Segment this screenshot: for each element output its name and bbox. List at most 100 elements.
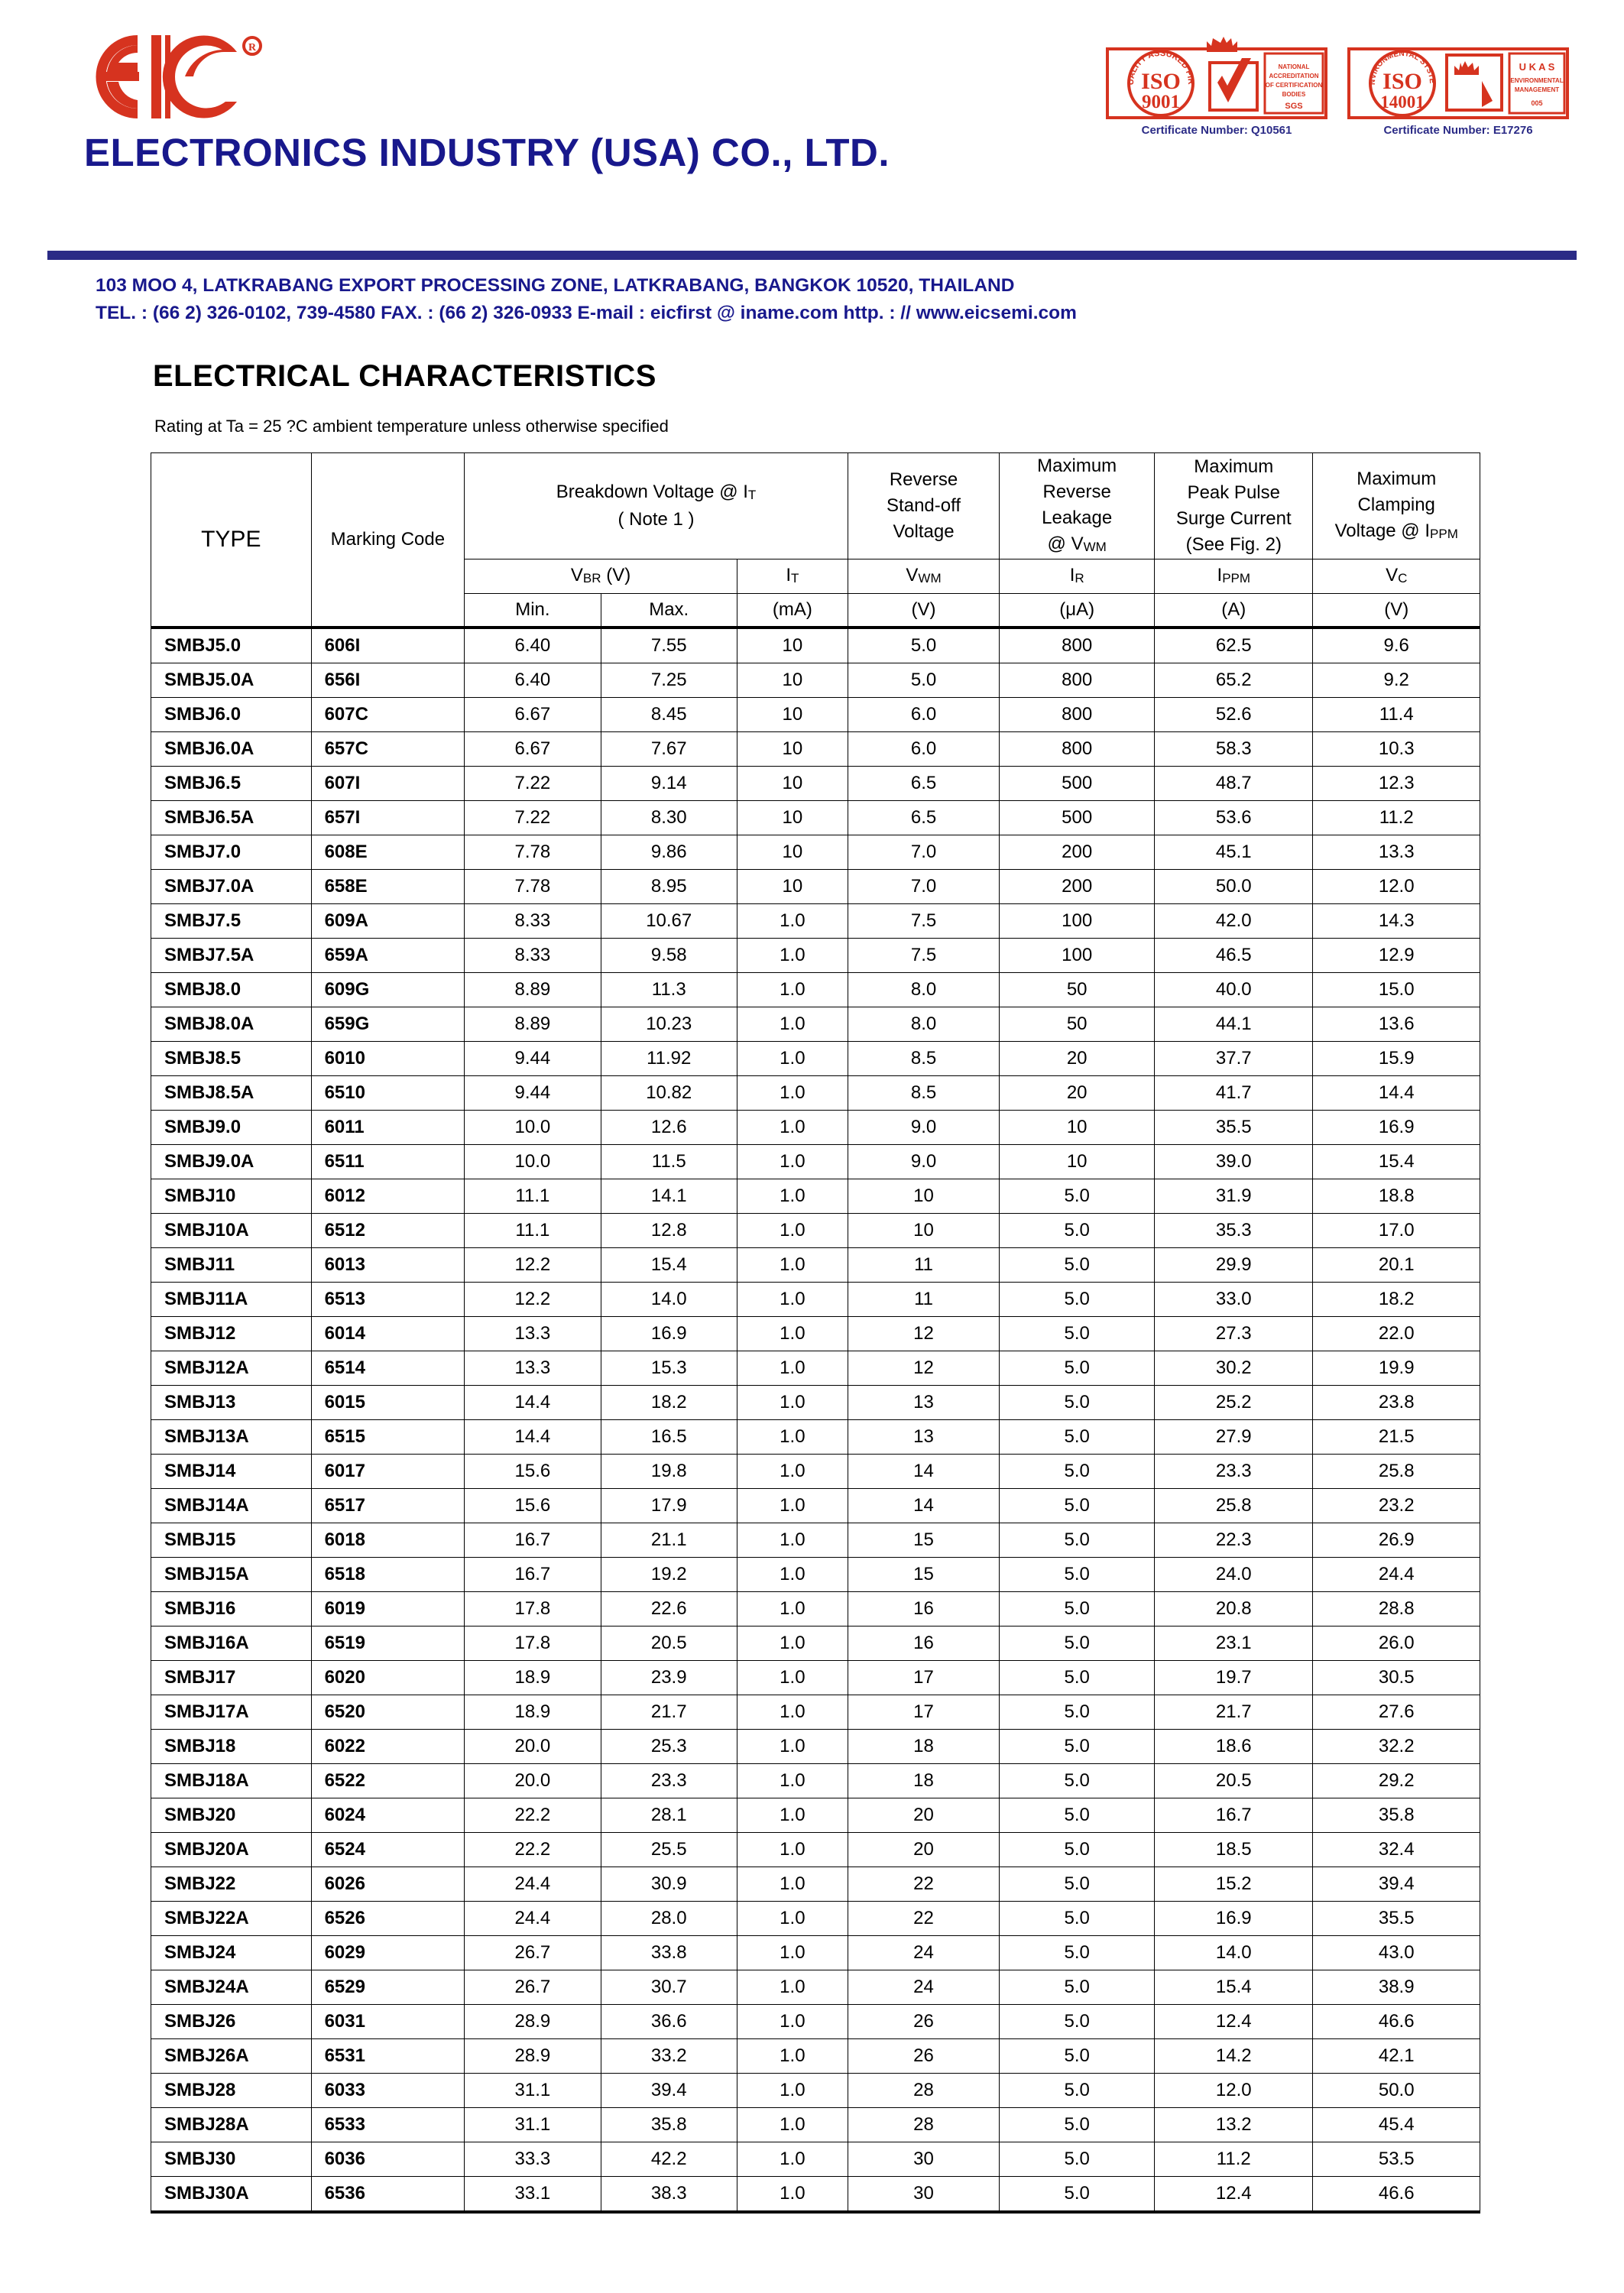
cell-vbr-max: 23.3 [600, 1763, 737, 1798]
cell-ir: 50 [999, 972, 1156, 1007]
cell-ir: 800 [999, 731, 1156, 767]
cell-it: 1.0 [736, 1316, 848, 1351]
cell-ippm: 48.7 [1154, 766, 1314, 801]
cell-vc: 9.6 [1312, 626, 1480, 663]
cell-ir: 5.0 [999, 1351, 1156, 1386]
svg-text:ACCREDITATION: ACCREDITATION [1269, 73, 1318, 79]
table-row: SMBJ16A 6519 17.8 20.5 1.0 16 5.0 23.1 26.0 [151, 1626, 1480, 1661]
cell-ir: 5.0 [999, 1970, 1156, 2005]
cell-vc: 15.4 [1312, 1144, 1480, 1179]
unit-it: (mA) [736, 593, 848, 628]
table-row: SMBJ22 6026 24.4 30.9 1.0 22 5.0 15.2 39.4 [151, 1867, 1480, 1902]
cell-vbr-max: 25.3 [600, 1729, 737, 1764]
cell-ippm: 33.0 [1154, 1282, 1314, 1317]
cell-marking-code: 656I [310, 663, 465, 698]
svg-text:14001: 14001 [1380, 92, 1425, 112]
cell-vwm: 9.0 [847, 1144, 1000, 1179]
company-name: ELECTRONICS INDUSTRY (USA) CO., LTD. [84, 131, 890, 174]
cell-marking-code: 6531 [310, 2038, 465, 2074]
cell-type: SMBJ18A [151, 1763, 312, 1798]
cell-vc: 14.3 [1312, 903, 1480, 939]
cell-vbr-max: 16.9 [600, 1316, 737, 1351]
cell-marking-code: 6524 [310, 1832, 465, 1867]
cell-vwm: 17 [847, 1660, 1000, 1695]
cell-vbr-max: 39.4 [600, 2073, 737, 2108]
cell-it: 1.0 [736, 1419, 848, 1455]
cell-vc: 35.5 [1312, 1901, 1480, 1936]
cell-vc: 42.1 [1312, 2038, 1480, 2074]
eic-logo: R [78, 29, 323, 121]
cell-vwm: 28 [847, 2107, 1000, 2142]
cell-marking-code: 6518 [310, 1557, 465, 1592]
cell-marking-code: 6022 [310, 1729, 465, 1764]
svg-text:U K A S: U K A S [1519, 61, 1555, 73]
table-row: SMBJ15 6018 16.7 21.1 1.0 15 5.0 22.3 26.9 [151, 1523, 1480, 1558]
cell-vbr-max: 10.67 [600, 903, 737, 939]
cell-ippm: 15.2 [1154, 1867, 1314, 1902]
cell-vbr-min: 22.2 [464, 1832, 601, 1867]
cell-vwm: 12 [847, 1351, 1000, 1386]
table-row: SMBJ24A 6529 26.7 30.7 1.0 24 5.0 15.4 38.9 [151, 1970, 1480, 2005]
cell-ir: 5.0 [999, 1695, 1156, 1730]
cell-vwm: 16 [847, 1591, 1000, 1627]
cell-marking-code: 609G [310, 972, 465, 1007]
cell-ippm: 13.2 [1154, 2107, 1314, 2142]
cell-type: SMBJ10 [151, 1179, 312, 1214]
table-row: SMBJ16 6019 17.8 22.6 1.0 16 5.0 20.8 28.8 [151, 1591, 1480, 1627]
cell-vbr-max: 9.58 [600, 938, 737, 973]
cell-ir: 5.0 [999, 1557, 1156, 1592]
cell-ippm: 58.3 [1154, 731, 1314, 767]
cell-vc: 10.3 [1312, 731, 1480, 767]
cell-vbr-max: 33.8 [600, 1935, 737, 1970]
cell-vwm: 7.0 [847, 869, 1000, 904]
reverse-standoff-line1: Reverse [889, 469, 958, 490]
cell-it: 1.0 [736, 2176, 848, 2214]
cert-caption-q10561: Certificate Number: Q10561 [1141, 124, 1292, 137]
cell-ir: 5.0 [999, 1763, 1156, 1798]
cell-type: SMBJ24 [151, 1935, 312, 1970]
max-clamping-line2: Clamping [1357, 495, 1435, 515]
max-clamping-sub: PPM [1430, 527, 1458, 541]
cell-vbr-max: 10.82 [600, 1075, 737, 1111]
cell-vwm: 5.0 [847, 626, 1000, 663]
cell-it: 1.0 [736, 1385, 848, 1420]
cell-vbr-max: 19.2 [600, 1557, 737, 1592]
cell-type: SMBJ16A [151, 1626, 312, 1661]
cell-ir: 20 [999, 1041, 1156, 1076]
breakdown-voltage-sub: T [747, 488, 757, 502]
cell-ippm: 12.0 [1154, 2073, 1314, 2108]
table-row: SMBJ17A 6520 18.9 21.7 1.0 17 5.0 21.7 27.6 [151, 1695, 1480, 1730]
cell-marking-code: 6014 [310, 1316, 465, 1351]
cell-marking-code: 6513 [310, 1282, 465, 1317]
cell-vbr-min: 8.89 [464, 1007, 601, 1042]
cell-marking-code: 6533 [310, 2107, 465, 2142]
cell-type: SMBJ15A [151, 1557, 312, 1592]
cell-vc: 23.8 [1312, 1385, 1480, 1420]
cell-type: SMBJ30 [151, 2142, 312, 2177]
table-row: SMBJ26A 6531 28.9 33.2 1.0 26 5.0 14.2 42.1 [151, 2038, 1480, 2074]
cell-type: SMBJ7.5A [151, 938, 312, 973]
cell-ippm: 18.6 [1154, 1729, 1314, 1764]
table-row: SMBJ8.0 609G 8.89 11.3 1.0 8.0 50 40.0 15.0 [151, 972, 1480, 1007]
cell-it: 1.0 [736, 1075, 848, 1111]
max-reverse-leakage-line2: Reverse [1042, 482, 1111, 502]
cell-vc: 26.9 [1312, 1523, 1480, 1558]
cell-vbr-max: 16.5 [600, 1419, 737, 1455]
svg-text:R: R [248, 42, 257, 54]
cell-marking-code: 6514 [310, 1351, 465, 1386]
cell-ippm: 35.5 [1154, 1110, 1314, 1145]
cell-ippm: 25.8 [1154, 1488, 1314, 1523]
cell-vc: 13.6 [1312, 1007, 1480, 1042]
cell-type: SMBJ17 [151, 1660, 312, 1695]
cell-vwm: 20 [847, 1832, 1000, 1867]
cell-it: 1.0 [736, 1213, 848, 1248]
svg-text:ISO: ISO [1141, 69, 1181, 94]
cell-marking-code: 6012 [310, 1179, 465, 1214]
cell-it: 1.0 [736, 1798, 848, 1833]
cell-type: SMBJ8.5 [151, 1041, 312, 1076]
cell-vwm: 8.0 [847, 1007, 1000, 1042]
cell-marking-code: 6529 [310, 1970, 465, 2005]
cell-ir: 5.0 [999, 2004, 1156, 2039]
cell-vbr-min: 10.0 [464, 1110, 601, 1145]
